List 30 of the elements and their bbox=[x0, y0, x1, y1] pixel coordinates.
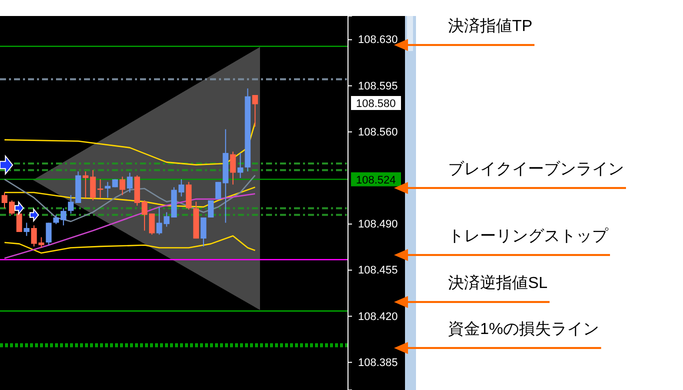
text: 108.580 bbox=[356, 98, 396, 110]
ref-line-label: 108.524 bbox=[356, 174, 396, 186]
y-tick-label: 108.490 bbox=[358, 218, 398, 231]
candlestick bbox=[200, 216, 206, 247]
y-tick-label: 108.630 bbox=[358, 34, 398, 46]
line-series bbox=[4, 174, 256, 222]
y-tick-label: 108.455 bbox=[358, 264, 398, 277]
candlestick bbox=[230, 151, 236, 186]
y-tick-label: 108.385 bbox=[358, 356, 398, 369]
candlestick bbox=[24, 222, 30, 236]
candlestick bbox=[46, 222, 52, 246]
text: ブレイクイーブンライン bbox=[448, 160, 624, 178]
y-tick-label: 108.595 bbox=[358, 80, 398, 92]
candlestick bbox=[120, 176, 126, 196]
candlestick bbox=[126, 172, 133, 193]
text: 決済指値TP bbox=[448, 17, 532, 35]
y-tick-label: 108.560 bbox=[358, 126, 398, 138]
line-series bbox=[4, 235, 256, 254]
line-series bbox=[4, 122, 256, 166]
text: 資金1%の損失ライン bbox=[448, 320, 600, 338]
candlestick bbox=[252, 94, 258, 128]
y-tick-label: 108.420 bbox=[358, 310, 398, 323]
candlestick bbox=[186, 181, 192, 210]
candlestick bbox=[156, 206, 162, 236]
candlestick bbox=[68, 194, 74, 214]
line-series bbox=[4, 193, 256, 259]
candlestick bbox=[208, 200, 214, 218]
text: 決済逆指値SL bbox=[448, 274, 548, 292]
text: トレーリングストップ bbox=[448, 227, 609, 245]
candlestick bbox=[237, 152, 244, 178]
